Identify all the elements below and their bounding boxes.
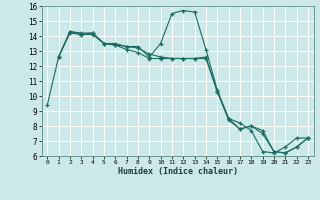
X-axis label: Humidex (Indice chaleur): Humidex (Indice chaleur)	[118, 167, 237, 176]
